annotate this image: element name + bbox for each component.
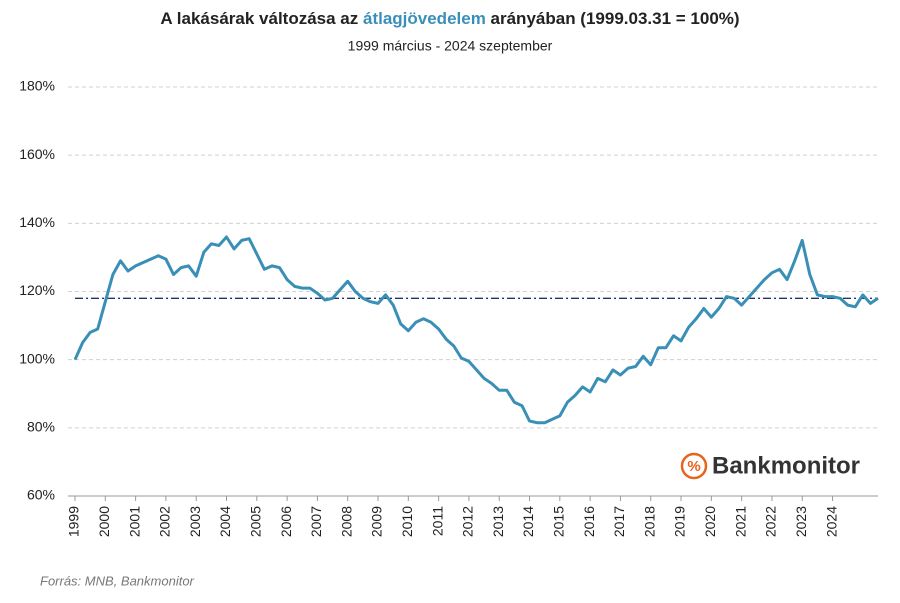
data-line	[73, 235, 879, 425]
x-tick-label: 2010	[399, 506, 415, 537]
title-part: A lakásárak változása az	[160, 9, 363, 28]
x-tick-label: 2024	[823, 506, 839, 537]
x-tick-label: 2009	[369, 506, 385, 537]
x-tick-label: 2011	[429, 506, 445, 536]
x-tick-label: 2005	[248, 506, 264, 537]
logo-text: Bankmonitor	[712, 452, 860, 479]
x-tick-label: 2013	[490, 506, 506, 537]
y-tick-label: 140%	[19, 214, 55, 230]
x-tick-label: 2006	[278, 506, 294, 537]
x-tick-label: 2003	[187, 506, 203, 537]
x-tick-label: 2000	[96, 506, 112, 537]
x-tick-label: 2018	[641, 506, 657, 537]
x-tick-label: 2004	[217, 506, 233, 537]
x-tick-label: 2002	[157, 506, 173, 537]
y-tick-label: 100%	[19, 350, 55, 366]
x-tick-label: 2008	[338, 506, 354, 537]
y-tick-label: 180%	[19, 78, 55, 94]
x-tick-label: 2021	[732, 506, 748, 537]
x-tick-label: 1999	[66, 506, 82, 537]
y-tick-label: 60%	[27, 487, 55, 503]
x-tick-label: 2019	[672, 506, 688, 537]
y-tick-label: 160%	[19, 146, 55, 162]
logo-icon-ring	[680, 452, 708, 480]
x-tick-label: 2014	[520, 506, 536, 537]
subtitle: 1999 március - 2024 szeptember	[348, 38, 553, 54]
x-tick-label: 2015	[551, 506, 567, 537]
y-tick-label: 80%	[27, 419, 55, 435]
x-tick-label: 2017	[611, 506, 627, 537]
y-tick-label: 120%	[19, 282, 55, 298]
title-part: arányában (1999.03.31 = 100%)	[486, 9, 740, 28]
title-highlight: átlagjövedelem	[363, 9, 486, 28]
x-tick-label: 2023	[793, 506, 809, 537]
x-tick-label: 2020	[702, 506, 718, 537]
chart-title: A lakásárak változása az átlagjövedelem …	[160, 9, 739, 28]
x-tick-label: 2012	[460, 506, 476, 537]
x-tick-label: 2001	[126, 506, 142, 537]
x-tick-label: 2007	[308, 506, 324, 537]
x-tick-label: 2022	[763, 506, 779, 537]
source: Forrás: MNB, Bankmonitor	[40, 573, 195, 588]
logo-icon: %	[687, 458, 700, 475]
x-tick-label: 2016	[581, 506, 597, 537]
